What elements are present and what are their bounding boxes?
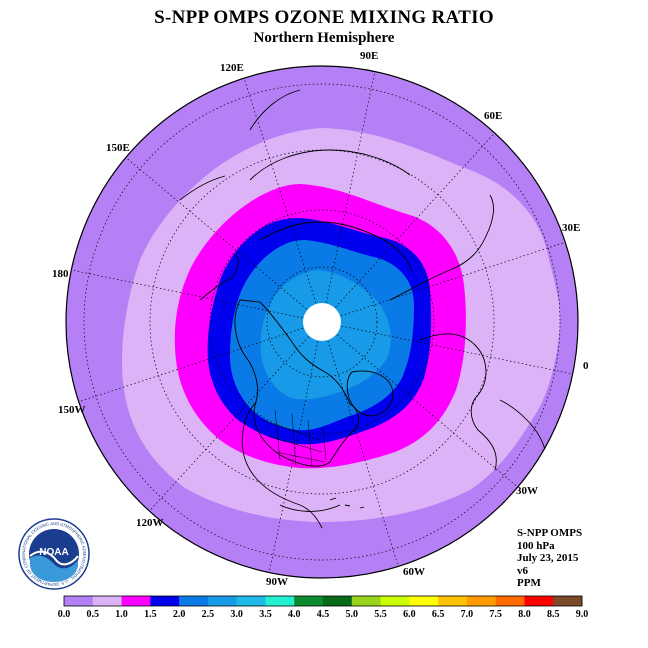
info-pressure: 100 hPa [517, 539, 555, 552]
colorbar-cell [351, 596, 381, 606]
lon-label-120e: 120E [220, 62, 244, 74]
colorbar-cell [294, 596, 324, 606]
colorbar-tick-label: 4.0 [287, 609, 301, 620]
pole-no-data [303, 303, 341, 341]
colorbar-tick-label: 3.5 [259, 609, 272, 620]
colorbar-cell [495, 596, 525, 606]
map-subtitle: Northern Hemisphere [253, 30, 395, 46]
colorbar-cell [121, 596, 151, 606]
colorbar-tick-label: 6.0 [403, 609, 416, 620]
info-version: v6 [517, 564, 528, 577]
lon-label-60w: 60W [403, 566, 425, 578]
colorbar-cell [207, 596, 237, 606]
colorbar-tick-label: 1.5 [144, 609, 157, 620]
colorbar-tick-label: 0.5 [86, 609, 100, 620]
colorbar-tick-label: 1.0 [115, 609, 128, 620]
us-state-lines [261, 409, 327, 467]
colorbar-cell [438, 596, 468, 606]
colorbar-cell [409, 596, 439, 606]
colorbar-cell [466, 596, 496, 606]
coastlines [179, 89, 547, 529]
colorbar-cell [236, 596, 266, 606]
lon-label-180: 180 [52, 268, 69, 280]
colorbar-tick-label: 5.5 [374, 609, 387, 620]
colorbar-cell [179, 596, 209, 606]
colorbar-tick-label: 0.0 [57, 609, 71, 620]
info-instrument: S-NPP OMPS [517, 527, 583, 539]
colorbar-tick-label: 2.5 [201, 609, 215, 620]
colorbar-tick-label: 4.5 [316, 609, 330, 620]
colorbar-tick-label: 8.0 [518, 609, 531, 620]
colorbar-tick-label: 7.5 [489, 609, 502, 620]
info-date: July 23, 2015 [517, 552, 579, 564]
lon-label-90w: 90W [266, 576, 288, 588]
colorbar-cell [323, 596, 353, 606]
colorbar-cell [150, 596, 180, 606]
lon-label-30e: 30E [562, 222, 581, 234]
colorbar-tick-label: 3.0 [230, 609, 243, 620]
noaa-logo-text: NOAA [39, 547, 68, 558]
colorbar-tick-label: 8.5 [546, 609, 560, 620]
colorbar-cell [92, 596, 122, 606]
lon-label-150w: 150W [58, 404, 86, 416]
colorbar-cell [524, 596, 554, 606]
info-units: PPM [517, 577, 541, 589]
colorbar-cell [64, 596, 94, 606]
map-title: S-NPP OMPS OZONE MIXING RATIO [154, 7, 494, 28]
colorbar-tick-label: 5.0 [345, 609, 359, 620]
lon-label-90e: 90E [360, 50, 379, 62]
noaa-logo: NOAA NATIONAL OCEANIC AND ATMOSPHERIC AD… [18, 518, 90, 590]
colorbar-tick-label: 6.5 [431, 609, 445, 620]
colorbar-cell [380, 596, 410, 606]
colorbar-tick-label: 2.0 [172, 609, 186, 620]
lon-label-150e: 150E [106, 142, 130, 154]
colorbar-tick-label: 9.0 [575, 609, 589, 620]
lon-label-60e: 60E [484, 110, 503, 122]
colorbar-cell [265, 596, 295, 606]
info-block: S-NPP OMPS 100 hPa July 23, 2015 v6 PPM [517, 527, 582, 590]
colorbar-cell [553, 596, 583, 606]
lon-label-30w: 30W [516, 485, 538, 497]
colorbar-tick-label: 7.0 [460, 609, 474, 620]
graticule [66, 66, 578, 578]
lon-label-120w: 120W [136, 517, 164, 529]
lon-label-0: 0 [583, 360, 589, 372]
map-boundary [65, 65, 579, 579]
